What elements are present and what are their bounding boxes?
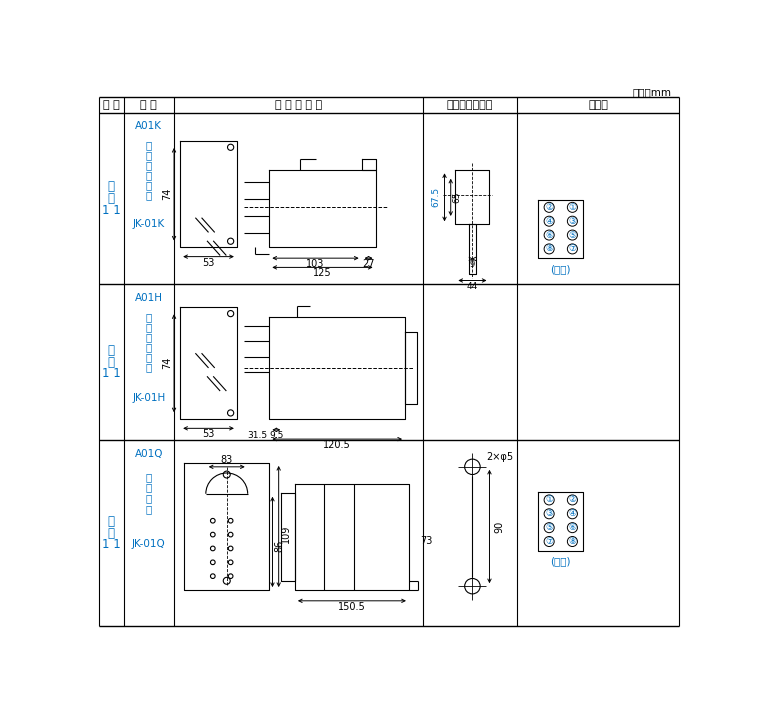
Text: 单位：mm: 单位：mm xyxy=(632,87,671,97)
Text: ⑤: ⑤ xyxy=(545,523,553,532)
Circle shape xyxy=(211,518,215,523)
Circle shape xyxy=(228,560,233,565)
Text: A01H: A01H xyxy=(135,293,163,303)
Circle shape xyxy=(228,574,233,578)
Text: 附: 附 xyxy=(108,515,115,528)
Text: 嵌: 嵌 xyxy=(146,140,152,150)
Text: 图: 图 xyxy=(108,192,115,205)
Circle shape xyxy=(228,532,233,537)
Text: 后: 后 xyxy=(146,342,152,352)
Text: 44: 44 xyxy=(467,282,478,291)
Text: ⑥: ⑥ xyxy=(568,523,577,532)
Text: 120.5: 120.5 xyxy=(323,440,351,450)
Text: 1 1: 1 1 xyxy=(102,538,121,551)
Text: A01Q: A01Q xyxy=(135,448,163,458)
Text: 74: 74 xyxy=(162,188,172,201)
Text: ⑧: ⑧ xyxy=(568,537,577,546)
Text: 线: 线 xyxy=(146,190,152,200)
Text: 1 1: 1 1 xyxy=(102,203,121,216)
Text: 31.5: 31.5 xyxy=(248,431,268,440)
Text: 74: 74 xyxy=(162,357,172,369)
Text: 图 号: 图 号 xyxy=(103,100,119,110)
Text: 入: 入 xyxy=(146,150,152,160)
Circle shape xyxy=(211,574,215,578)
Text: 附: 附 xyxy=(108,181,115,193)
Text: ⑦: ⑦ xyxy=(545,537,553,546)
Text: 67.5: 67.5 xyxy=(432,187,441,207)
Text: 前: 前 xyxy=(146,483,152,493)
Text: 附: 附 xyxy=(108,344,115,357)
Text: 53: 53 xyxy=(202,258,215,268)
Text: 83: 83 xyxy=(220,455,233,465)
Text: ⑤: ⑤ xyxy=(568,231,577,240)
Text: 端子图: 端子图 xyxy=(588,100,608,110)
Text: ④: ④ xyxy=(545,217,553,226)
Text: 后: 后 xyxy=(146,170,152,180)
Text: 65: 65 xyxy=(452,191,461,203)
Text: 线: 线 xyxy=(146,504,152,514)
Text: 27: 27 xyxy=(363,258,375,268)
Text: 9.5: 9.5 xyxy=(269,431,283,440)
Text: 103: 103 xyxy=(306,258,325,268)
Text: 150.5: 150.5 xyxy=(338,602,366,612)
Text: 图: 图 xyxy=(108,356,115,368)
Text: JK-01H: JK-01H xyxy=(132,393,166,403)
Text: 凸: 凸 xyxy=(146,312,152,322)
Text: 9: 9 xyxy=(470,260,475,268)
Circle shape xyxy=(211,532,215,537)
Text: 1 1: 1 1 xyxy=(102,367,121,380)
Text: 板: 板 xyxy=(146,472,152,482)
Text: 2×φ5: 2×φ5 xyxy=(486,452,514,462)
Text: 式: 式 xyxy=(146,160,152,170)
Text: 90: 90 xyxy=(495,521,505,533)
Text: ③: ③ xyxy=(568,217,577,226)
Text: ③: ③ xyxy=(545,509,553,518)
Circle shape xyxy=(211,546,215,550)
Text: ④: ④ xyxy=(568,509,577,518)
Text: 出: 出 xyxy=(146,322,152,332)
Text: 结 构: 结 构 xyxy=(141,100,157,110)
Text: (背视): (背视) xyxy=(550,264,571,274)
Text: 线: 线 xyxy=(146,362,152,372)
Circle shape xyxy=(228,546,233,550)
Text: ⑥: ⑥ xyxy=(545,231,553,240)
Text: ⑦: ⑦ xyxy=(568,244,577,253)
Text: 109: 109 xyxy=(281,525,291,543)
Text: ⑧: ⑧ xyxy=(545,244,553,253)
Text: 板: 板 xyxy=(146,332,152,342)
Circle shape xyxy=(228,518,233,523)
Text: 86: 86 xyxy=(274,540,284,552)
Text: ①: ① xyxy=(545,496,553,504)
Text: 接: 接 xyxy=(146,493,152,503)
Text: JK-01Q: JK-01Q xyxy=(132,539,166,549)
Text: ②: ② xyxy=(545,203,553,212)
Text: A01K: A01K xyxy=(135,121,163,131)
Text: (前视): (前视) xyxy=(550,556,571,566)
Text: 接: 接 xyxy=(146,352,152,362)
Text: 接: 接 xyxy=(146,180,152,190)
Text: ②: ② xyxy=(568,496,577,504)
Text: 73: 73 xyxy=(420,536,432,545)
Text: 53: 53 xyxy=(202,430,215,440)
Circle shape xyxy=(211,560,215,565)
Text: 125: 125 xyxy=(313,268,332,278)
Text: 外 形 尺 寸 图: 外 形 尺 寸 图 xyxy=(275,100,322,110)
Text: 图: 图 xyxy=(108,526,115,540)
Text: 安装开孔尺寸图: 安装开孔尺寸图 xyxy=(447,100,493,110)
Text: JK-01K: JK-01K xyxy=(133,219,165,229)
Text: ①: ① xyxy=(568,203,577,212)
